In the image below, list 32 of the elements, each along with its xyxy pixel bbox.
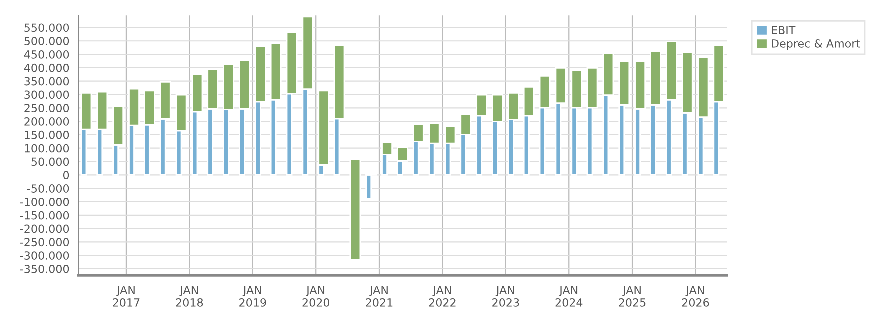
y-tick-label: 0 bbox=[63, 171, 70, 180]
y-tick-label: 550.000 bbox=[24, 24, 70, 32]
y-tick-label: -150.000 bbox=[20, 211, 70, 220]
y-tick-label: 400.000 bbox=[24, 64, 70, 72]
x-tick-label: JAN 2025 bbox=[619, 286, 646, 307]
x-tick-label: JAN 2024 bbox=[556, 286, 583, 307]
y-tick-label: -200.000 bbox=[20, 224, 70, 234]
y-tick-label: -100.000 bbox=[20, 198, 70, 206]
x-tick-label: JAN 2022 bbox=[429, 286, 456, 307]
x-tick-label: JAN 2017 bbox=[113, 286, 140, 307]
x-tick-label: JAN 2018 bbox=[176, 286, 204, 307]
y-tick-label: 450.000 bbox=[24, 50, 70, 59]
legend-label: Deprec & Amort bbox=[772, 39, 860, 50]
y-tick-label: 250.000 bbox=[24, 104, 70, 113]
y-tick-label: -350.000 bbox=[20, 264, 70, 274]
legend-label: EBIT bbox=[772, 26, 796, 34]
x-tick-label: JAN 2020 bbox=[302, 286, 330, 307]
y-tick-label: 50.000 bbox=[32, 158, 70, 166]
y-tick-label: 150.000 bbox=[25, 130, 70, 140]
y-tick-label: 500.000 bbox=[24, 37, 70, 46]
y-tick-label: 200.000 bbox=[24, 118, 70, 126]
y-tick-label: 300.000 bbox=[24, 90, 70, 100]
x-tick-label: JAN 2026 bbox=[682, 286, 710, 307]
y-tick-label: 100.000 bbox=[25, 144, 70, 153]
y-tick-label: -250.000 bbox=[20, 238, 70, 247]
y-tick-label: 350.000 bbox=[24, 77, 70, 86]
x-tick-label: JAN 2021 bbox=[366, 286, 393, 307]
y-tick-label: -50.000 bbox=[27, 184, 70, 193]
x-tick-label: JAN 2019 bbox=[240, 286, 266, 307]
x-tick-label: JAN 2023 bbox=[492, 286, 520, 307]
bar bbox=[350, 158, 362, 261]
y-tick-label: -300.000 bbox=[20, 252, 70, 260]
